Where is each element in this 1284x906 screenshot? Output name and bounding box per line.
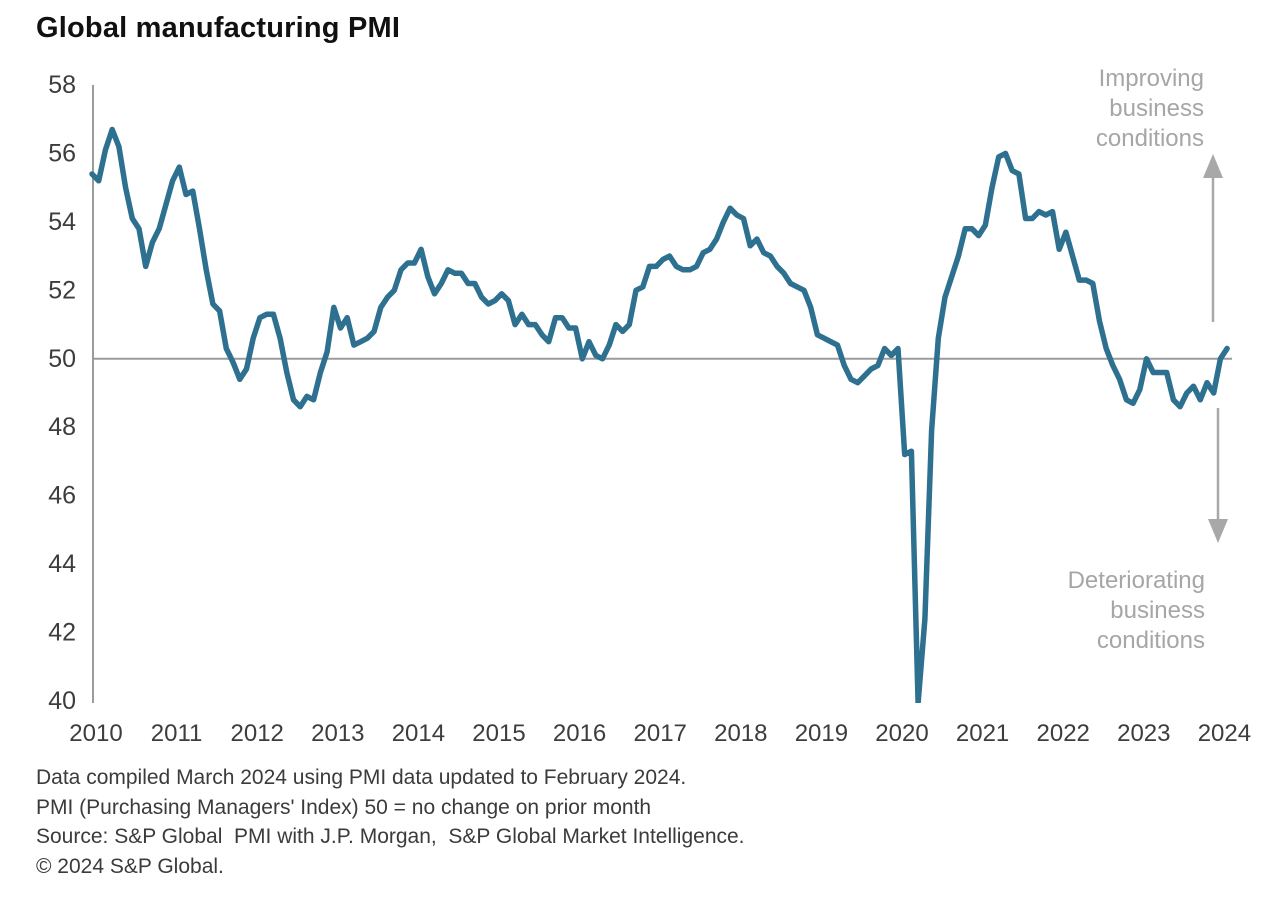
footer-source: Source: S&P Global PMI with J.P. Morgan,… (36, 825, 745, 848)
x-tick-2015: 2015 (472, 720, 525, 747)
y-tick-50: 50 (48, 345, 76, 373)
page-title: Global manufacturing PMI (36, 12, 401, 44)
x-tick-2022: 2022 (1037, 720, 1090, 747)
y-tick-46: 46 (48, 482, 76, 510)
y-tick-48: 48 (48, 413, 76, 441)
pmi-line-series (89, 126, 1230, 703)
x-tick-2011: 2011 (151, 720, 203, 747)
y-tick-44: 44 (48, 550, 76, 578)
footer-notes: Data compiled March 2024 using PMI data … (36, 763, 745, 881)
footer-copyright: © 2024 S&P Global. (36, 854, 224, 878)
x-tick-2018: 2018 (714, 720, 767, 747)
deteriorating-arrow-icon (1208, 408, 1228, 543)
x-tick-2017: 2017 (634, 720, 687, 747)
x-tick-2021: 2021 (956, 720, 1009, 747)
y-tick-56: 56 (48, 139, 76, 167)
x-tick-2020: 2020 (875, 720, 928, 747)
y-axis-tick-labels: 58 56 54 52 50 48 46 44 42 40 (48, 71, 76, 715)
y-tick-52: 52 (48, 276, 76, 304)
x-axis-tick-labels: 2010 2011 2012 2013 2014 2015 2016 2017 2018 2019… (69, 720, 1251, 747)
x-tick-2023: 2023 (1117, 720, 1170, 747)
x-tick-2013: 2013 (311, 720, 364, 747)
deteriorating-conditions-label: Deteriorating business conditions (1067, 567, 1205, 654)
x-tick-2014: 2014 (392, 720, 445, 747)
improving-conditions-label: Improving business conditions (1095, 65, 1204, 152)
x-tick-2024: 2024 (1198, 720, 1251, 747)
y-tick-40: 40 (48, 687, 76, 715)
y-tick-54: 54 (48, 208, 76, 236)
improving-arrow-icon (1203, 154, 1223, 322)
x-tick-2019: 2019 (795, 720, 848, 747)
y-tick-42: 42 (48, 619, 76, 647)
x-tick-2012: 2012 (231, 720, 284, 747)
footer-pmi-definition: PMI (Purchasing Managers' Index) 50 = no… (36, 795, 652, 819)
footer-data-compiled: Data compiled March 2024 using PMI data … (36, 766, 687, 789)
x-tick-2010: 2010 (69, 720, 122, 747)
y-tick-58: 58 (48, 71, 76, 99)
x-tick-2016: 2016 (553, 720, 606, 747)
